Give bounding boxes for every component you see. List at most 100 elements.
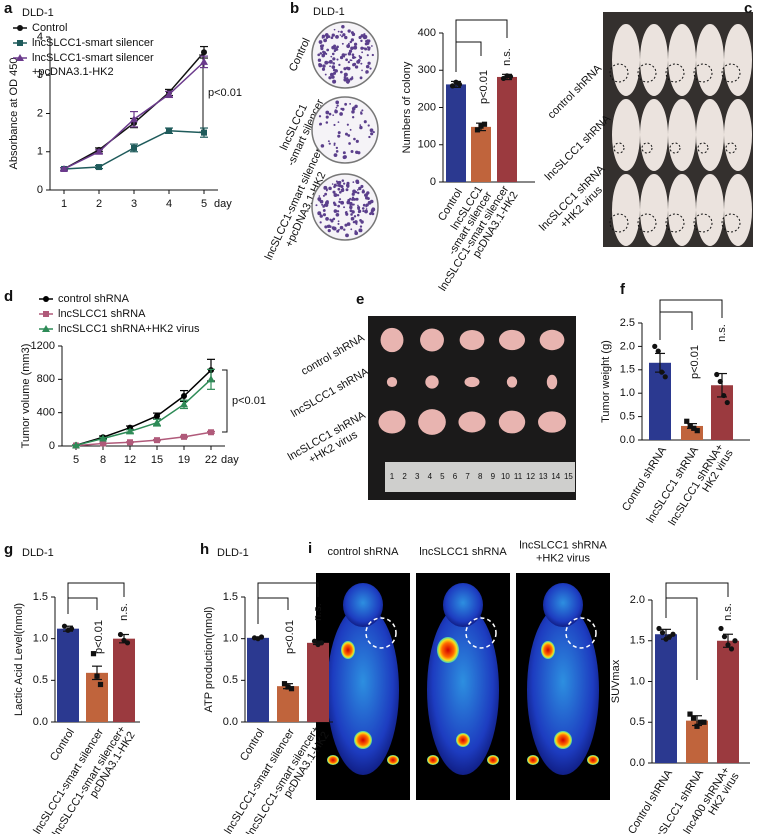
colony [335,150,339,153]
legend-label: control shRNA [58,293,130,305]
pet-hotspot [427,755,439,765]
y-tick-label: 0.5 [620,411,635,423]
colony [344,132,348,136]
y-tick-label: 0.0 [33,716,48,728]
colony [346,123,349,126]
tumor-outline [721,213,741,233]
marker [97,681,104,688]
colony [353,197,357,201]
colony [366,46,369,49]
tumor-outline [693,213,713,233]
colony [363,33,366,36]
colony [364,196,369,200]
marker [652,343,658,349]
pet-body [527,605,599,775]
y-axis-label: SUVmax [610,659,622,703]
colony [340,70,343,74]
legend-label: lncSLCC1 shRNA+HK2 virus [58,323,200,335]
colony [349,40,353,44]
panel-subtitle: DLD-1 [313,6,345,18]
tumor [506,376,518,388]
tumor [378,410,406,434]
marker [60,164,68,172]
y-axis-label: ATP production(nmol) [203,607,215,713]
image-label: Control [287,36,313,73]
ruler-number: 12 [526,472,535,481]
panel-letter: b [290,0,299,17]
colony [339,112,343,116]
y-tick-label: 1200 [31,340,55,352]
legend-label: lncSLCC1-smart silencer [32,37,154,49]
marker [718,625,724,632]
colony [330,36,334,40]
significance-bracket [659,311,693,340]
marker [200,57,208,65]
marker [694,428,700,434]
colony [325,189,328,192]
y-tick-label: 300 [418,64,436,76]
marker [208,429,214,436]
colony [367,61,371,65]
y-tick-label: 0.5 [630,716,645,728]
colony [366,191,370,195]
y-tick-label: 1.0 [620,387,635,399]
bar [113,638,135,722]
panel-letter: e [356,291,364,308]
colony [317,53,321,57]
y-tick-label: 0.5 [223,674,238,686]
legend-label: lncSLCC1-smart silencer [32,52,154,64]
y-tick-label: 2.0 [620,340,635,352]
colony [350,38,354,42]
colony [339,225,344,230]
colony [352,181,355,183]
colony [329,65,331,68]
pet-hotspot [587,755,599,765]
colony [319,221,322,224]
y-tick-label: 2.0 [630,594,645,606]
colony [350,213,353,216]
colony [333,49,337,53]
colony [328,225,332,229]
pet-hotspot [437,637,459,663]
mouse [696,99,724,171]
marker [684,418,690,424]
colony [325,110,330,115]
image-label: lncSLCC1 shRNA [419,546,507,558]
colony [343,206,346,209]
y-axis-label: Tumor weight (g) [600,340,612,423]
x-tick-label: 5 [201,198,207,210]
colony [360,184,364,188]
y-tick-label: 100 [418,139,436,151]
tumor [464,376,480,388]
colony [332,79,337,84]
colony [347,134,351,137]
panel-letter: a [4,0,13,17]
colony [335,180,338,183]
colony [367,124,370,127]
image-label: +HK2 virus [536,552,591,564]
marker [153,418,161,426]
colony [339,34,342,36]
y-tick-label: 1.5 [630,635,645,647]
colony [315,204,318,207]
colony [358,186,362,191]
colony [360,34,364,38]
colony [371,207,376,212]
colony [331,33,335,37]
bar [307,642,329,722]
colony [351,110,355,114]
colony [337,30,340,33]
marker [728,646,735,652]
marker [717,378,723,385]
colony [359,219,362,222]
legend-marker [17,40,23,46]
colony [348,142,351,145]
pet-hotspot [327,755,339,765]
colony [318,195,321,197]
colony [319,199,324,204]
colony [337,220,340,223]
colony [350,216,355,221]
tumor-outline [465,617,497,649]
ruler-number: 14 [551,472,560,481]
